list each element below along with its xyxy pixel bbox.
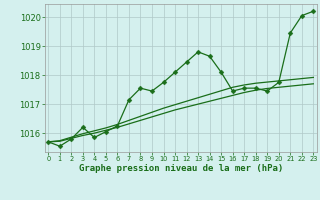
X-axis label: Graphe pression niveau de la mer (hPa): Graphe pression niveau de la mer (hPa) [79, 164, 283, 173]
